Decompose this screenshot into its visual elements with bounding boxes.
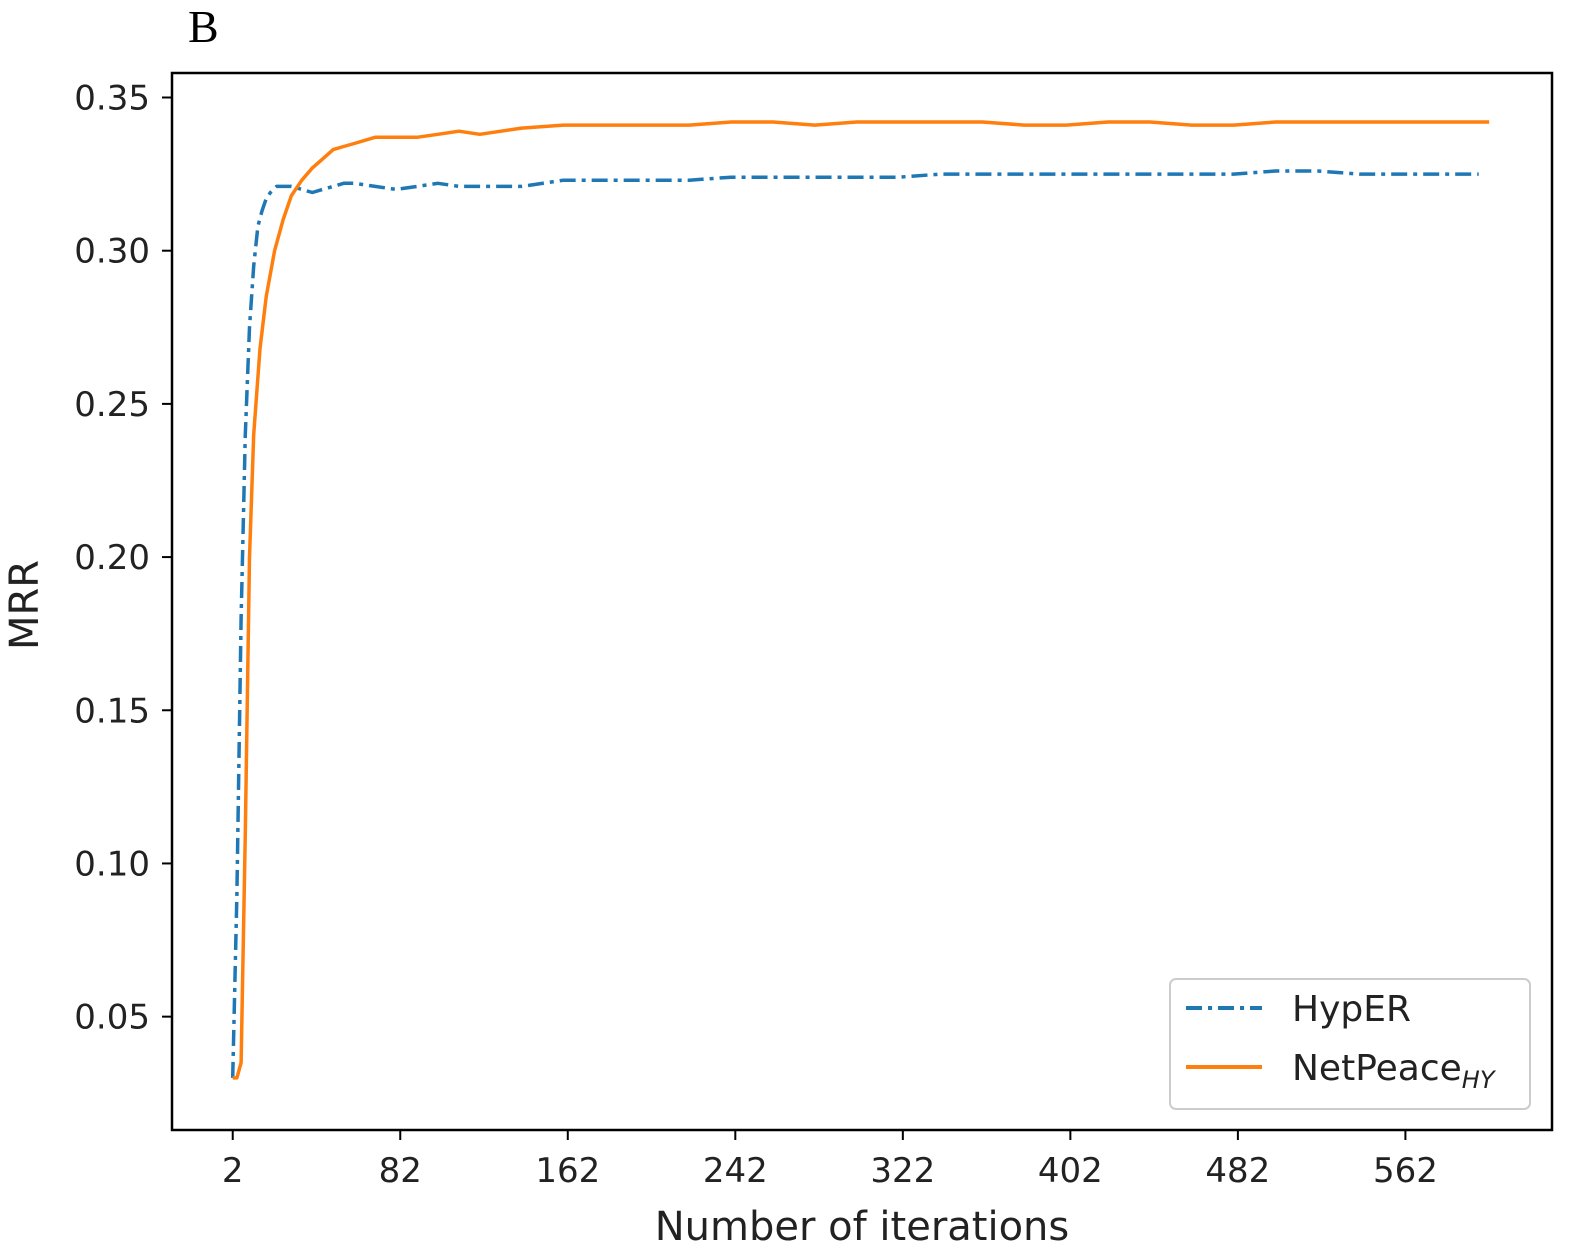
x-tick-label: 2 xyxy=(222,1151,244,1191)
x-tick-label: 82 xyxy=(379,1151,422,1191)
series-line-netpeace xyxy=(232,120,1490,1080)
y-tick-label: 0.20 xyxy=(74,538,150,578)
x-axis-label: Number of iterations xyxy=(655,1204,1070,1250)
y-tick-label: 0.25 xyxy=(74,385,150,425)
plot-area xyxy=(170,71,1554,1132)
legend-label-netpeace-subscript: HY xyxy=(1462,1066,1497,1094)
legend-label-netpeace-main: NetPeace xyxy=(1292,1048,1462,1089)
x-tick-label: 562 xyxy=(1373,1151,1438,1191)
legend-label-netpeace: NetPeaceHY xyxy=(1292,1048,1497,1094)
x-tick-label: 402 xyxy=(1038,1151,1103,1191)
legend-box xyxy=(1169,978,1531,1110)
y-axis-ticks: 0.05 0.10 0.15 0.20 0.25 0.30 0.35 xyxy=(74,79,172,1038)
y-tick-label: 0.35 xyxy=(74,79,150,119)
legend: HypER NetPeaceHY xyxy=(1169,978,1531,1110)
x-tick-label: 242 xyxy=(703,1151,768,1191)
plot-frame xyxy=(170,71,1554,1132)
legend-label-hyper: HypER xyxy=(1292,989,1411,1030)
panel-label: B xyxy=(188,1,219,52)
x-tick-label: 322 xyxy=(870,1151,935,1191)
y-tick-label: 0.05 xyxy=(74,998,150,1038)
y-tick-label: 0.10 xyxy=(74,844,150,884)
x-axis-ticks: 2 82 162 242 322 402 482 562 xyxy=(222,1130,1438,1191)
x-tick-label: 482 xyxy=(1205,1151,1270,1191)
y-tick-label: 0.30 xyxy=(74,232,150,272)
x-tick-label: 162 xyxy=(535,1151,600,1191)
y-tick-label: 0.15 xyxy=(74,691,150,731)
series-layer xyxy=(230,120,1490,1080)
y-axis-label: MRR xyxy=(2,560,48,650)
series-line-hyper xyxy=(230,169,1479,1078)
